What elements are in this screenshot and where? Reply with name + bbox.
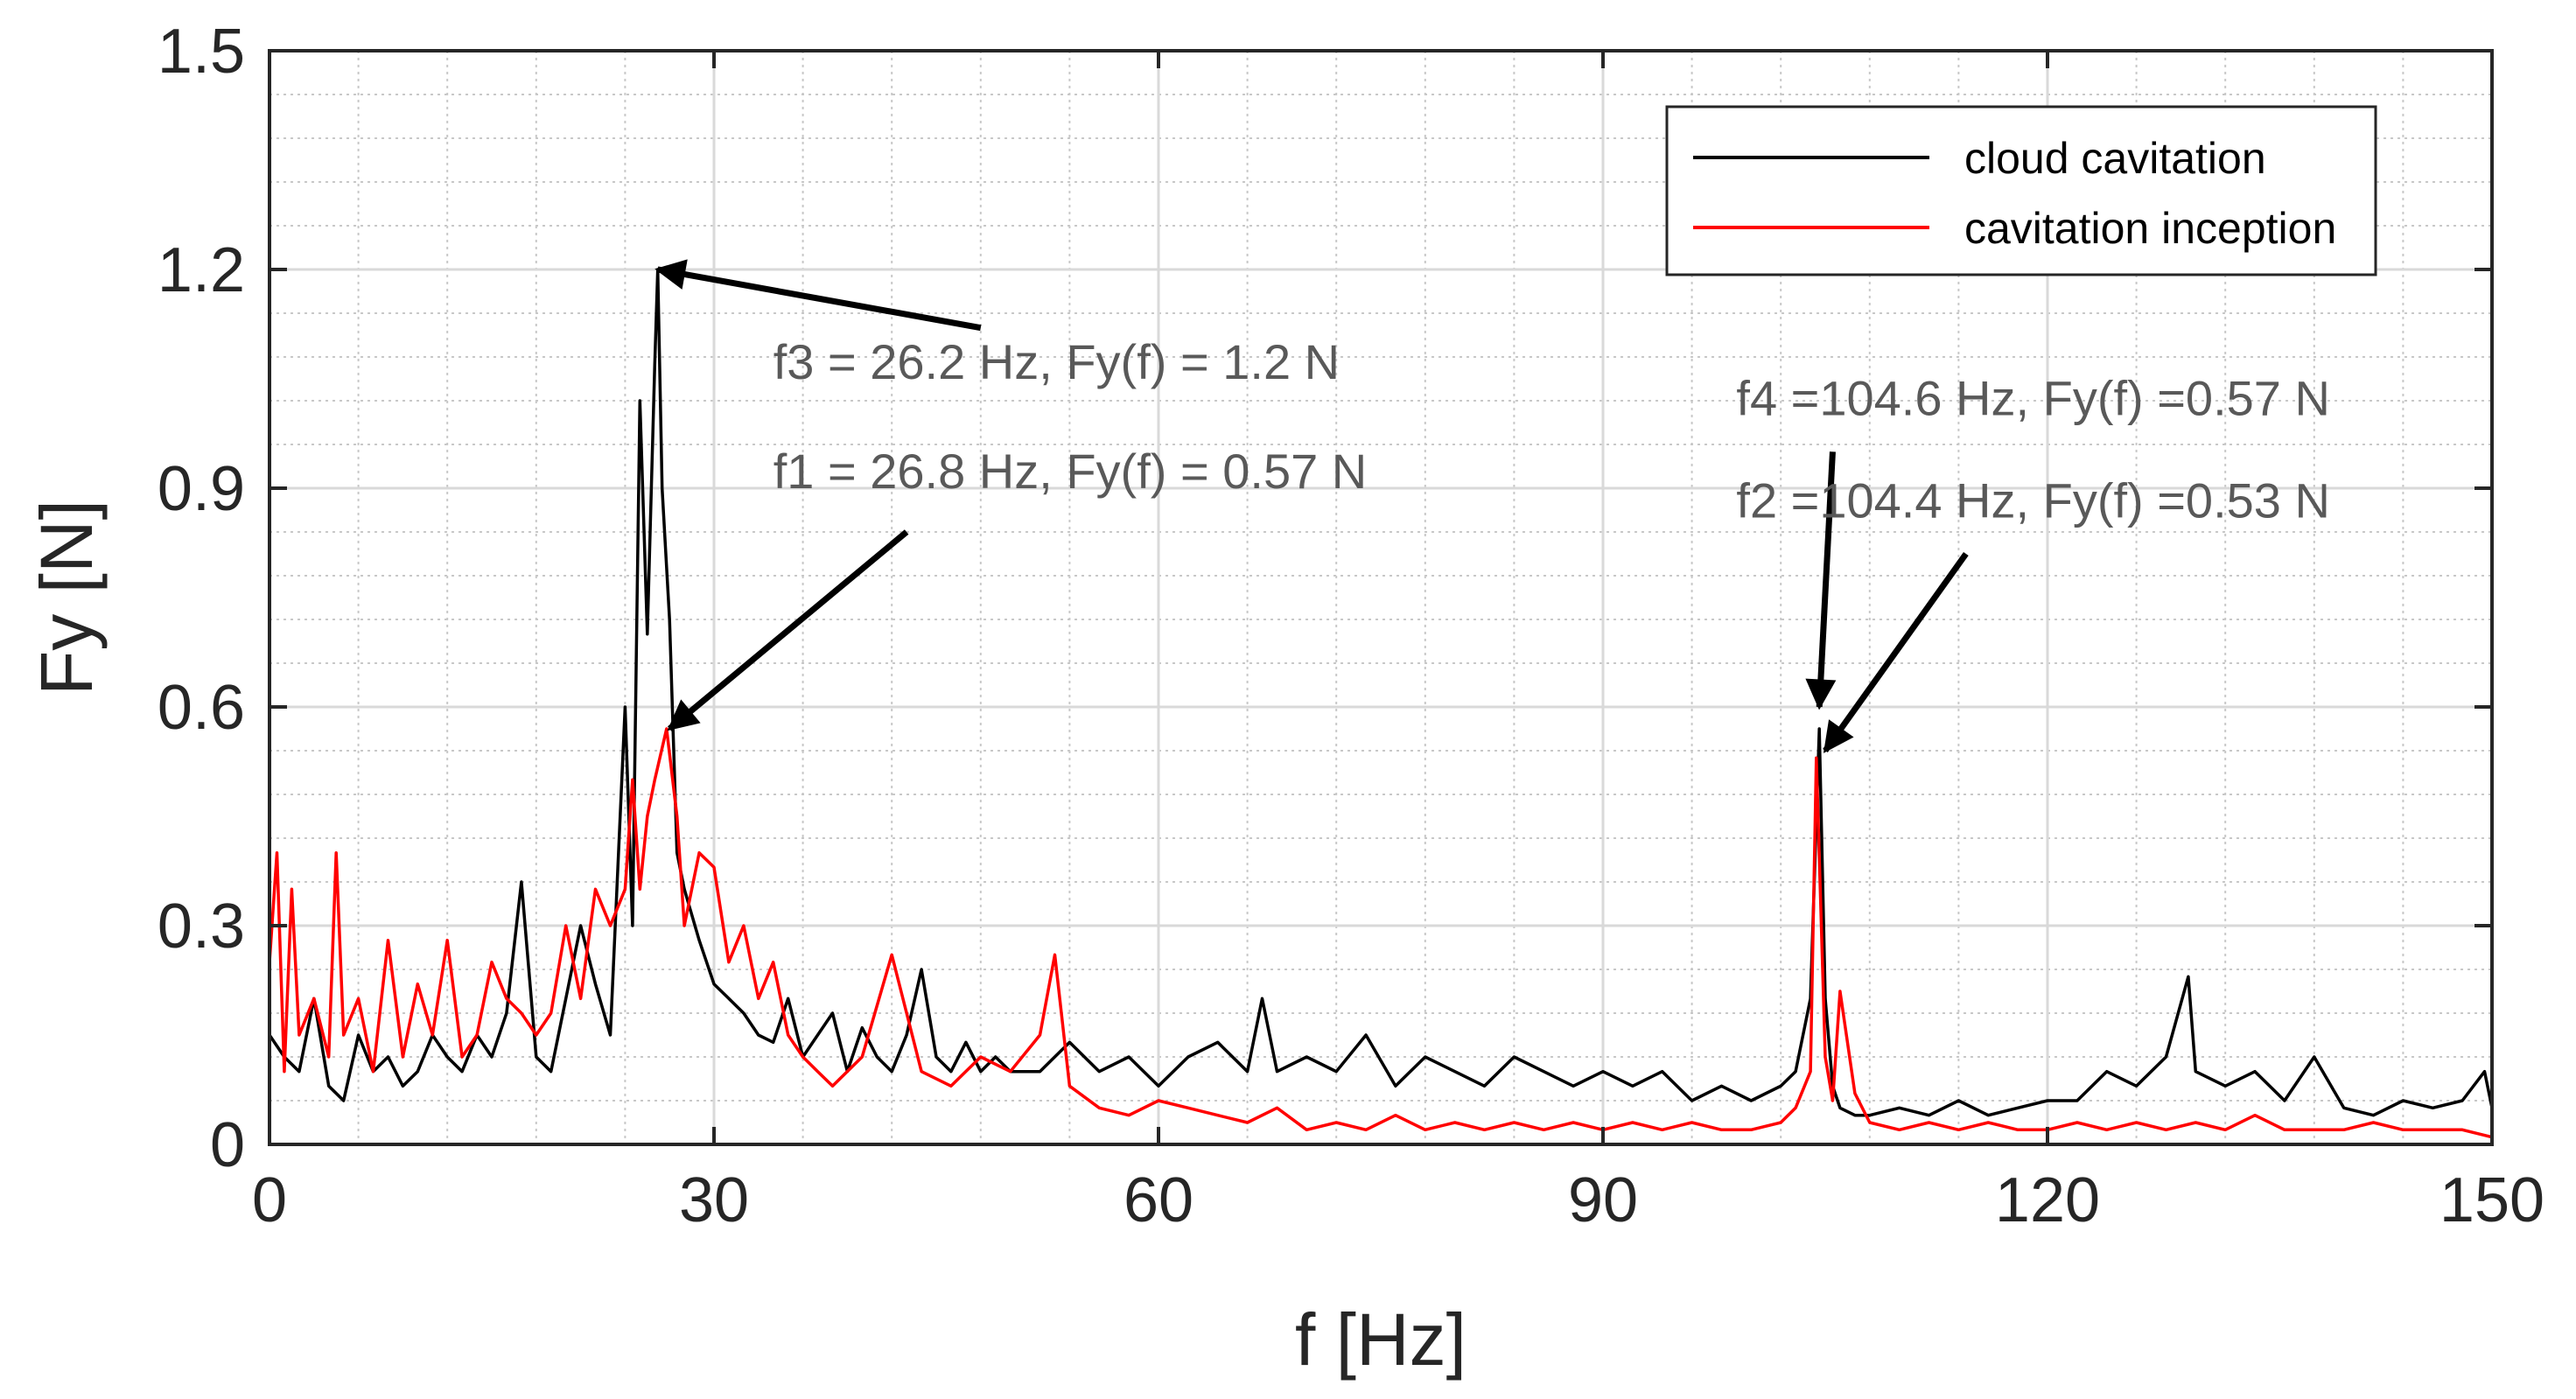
- annotation-arrow: [654, 259, 982, 332]
- x-tick-label: 0: [252, 1165, 287, 1235]
- y-tick-label: 0.6: [158, 673, 245, 743]
- y-tick-label: 1.5: [158, 17, 245, 87]
- axes: 0 30 60 90 120 150 0 0.3 0.6 0.9 1.2 1.5 f [Hz] Fy [N…: [25, 17, 2544, 1381]
- series-line-cloud-cavitation: [268, 268, 2494, 1117]
- annotation-label: f2 =104.4 Hz, Fy(f) =0.53 N: [1736, 472, 2330, 528]
- annotation-arrow: [1823, 551, 1969, 753]
- annotation-arrow: [667, 529, 909, 731]
- annotations: f3 = 26.2 Hz, Fy(f) = 1.2 N f1 = 26.8 Hz,…: [654, 259, 2330, 753]
- series-layer: [268, 268, 2494, 1139]
- y-tick-label: 0.9: [158, 454, 245, 524]
- x-tick-label: 90: [1568, 1165, 1638, 1235]
- legend-box: [1665, 105, 2377, 276]
- x-tick-label: 120: [1995, 1165, 2100, 1235]
- x-axis-label: f [Hz]: [1295, 1298, 1466, 1381]
- y-tick-label: 1.2: [158, 235, 245, 305]
- axes-box: [268, 49, 2494, 1146]
- annotation-label: f4 =104.6 Hz, Fy(f) =0.57 N: [1736, 371, 2330, 426]
- y-tick-label: 0: [210, 1110, 245, 1180]
- annotation-arrow: [1805, 451, 1837, 710]
- legend-label-cavitation-inception: cavitation inception: [1964, 204, 2336, 253]
- annotation-label: f3 = 26.2 Hz, Fy(f) = 1.2 N: [774, 334, 1340, 389]
- x-tick-label: 30: [679, 1165, 749, 1235]
- x-tick-label: 150: [2440, 1165, 2544, 1235]
- y-tick-label: 0.3: [158, 892, 245, 962]
- x-tick-label: 60: [1124, 1165, 1194, 1235]
- annotation-label: f1 = 26.8 Hz, Fy(f) = 0.57 N: [774, 444, 1368, 499]
- y-axis-label: Fy [N]: [25, 500, 108, 696]
- legend: cloud cavitation cavitation inception: [1665, 105, 2377, 276]
- series-line-cavitation-inception: [268, 727, 2493, 1139]
- legend-label-cloud-cavitation: cloud cavitation: [1964, 134, 2266, 183]
